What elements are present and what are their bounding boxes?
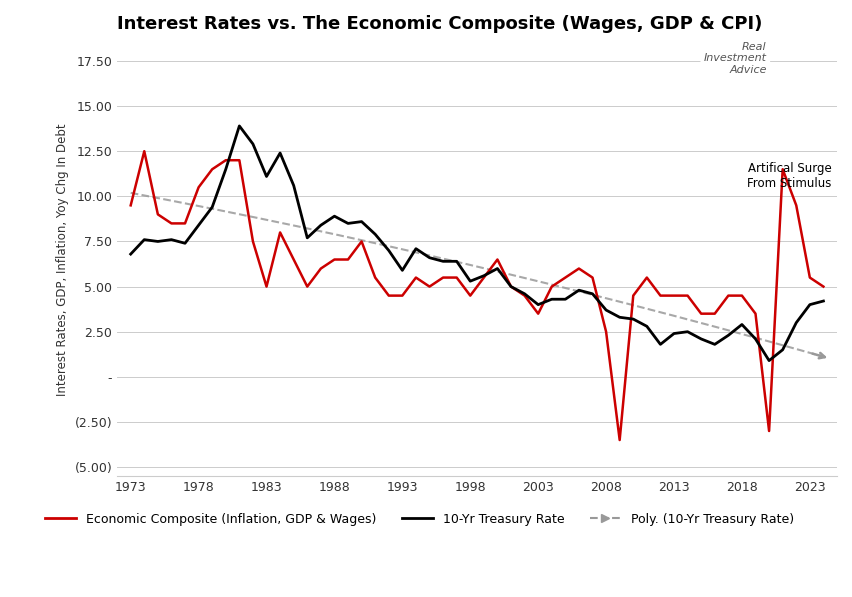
Text: Artifical Surge
From Stimulus: Artifical Surge From Stimulus	[747, 162, 832, 190]
Y-axis label: Interest Rates, GDP, Inflation, Yoy Chg In Debt: Interest Rates, GDP, Inflation, Yoy Chg …	[56, 123, 69, 396]
Text: Real
Investment
Advice: Real Investment Advice	[704, 42, 767, 75]
Text: Interest Rates vs. The Economic Composite (Wages, GDP & CPI): Interest Rates vs. The Economic Composit…	[117, 15, 763, 33]
Legend: Economic Composite (Inflation, GDP & Wages), 10-Yr Treasury Rate, Poly. (10-Yr T: Economic Composite (Inflation, GDP & Wag…	[40, 507, 799, 531]
